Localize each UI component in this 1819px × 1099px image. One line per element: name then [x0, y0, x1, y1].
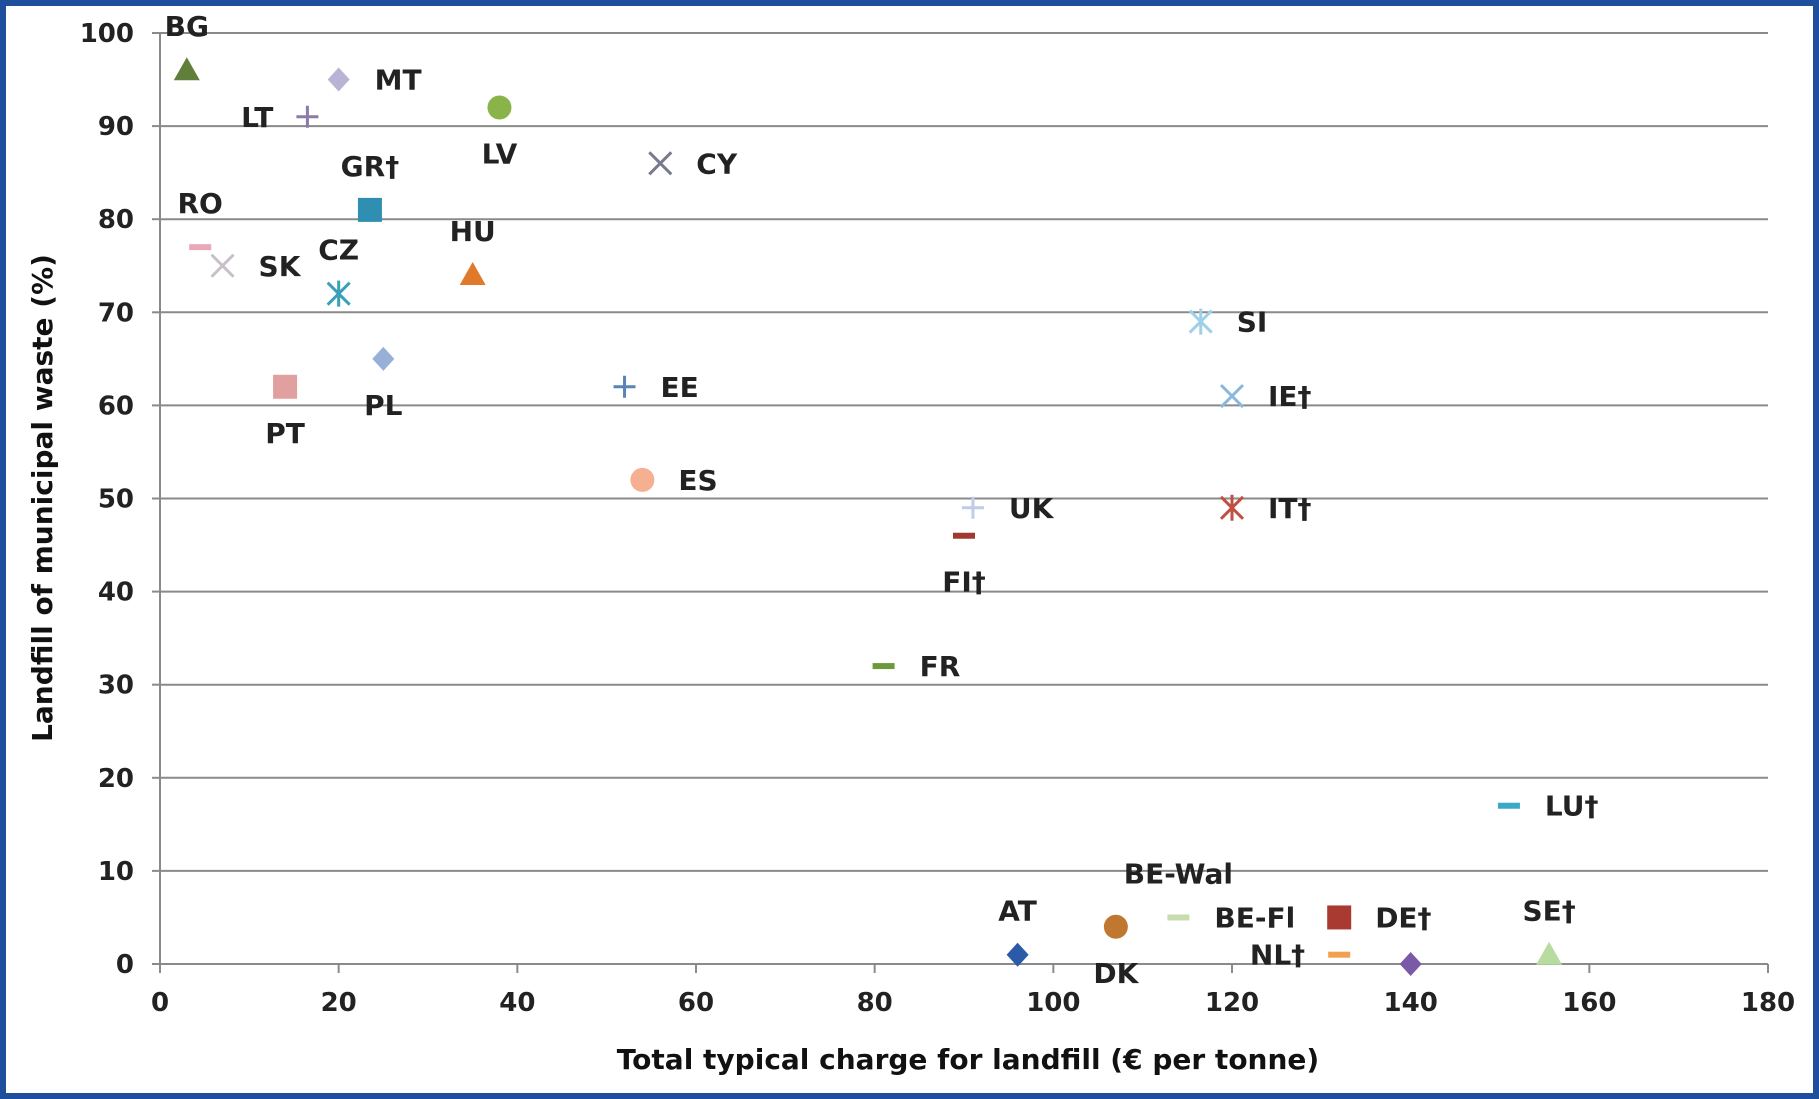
point-label-lv: LV [482, 137, 518, 170]
y-tick-label: 10 [98, 857, 134, 887]
point-label-lu: LU† [1545, 790, 1599, 823]
point-label-es: ES [678, 464, 717, 497]
data-point-bg [173, 57, 200, 81]
data-point-fi [953, 532, 975, 539]
data-point-lu [1497, 802, 1520, 809]
data-point-de [1327, 905, 1352, 930]
y-tick-label: 20 [98, 764, 134, 794]
y-tick-label: 40 [98, 578, 134, 608]
x-tick-label: 180 [1741, 988, 1795, 1018]
data-point-ee [613, 375, 636, 398]
x-tick-label: 140 [1384, 988, 1438, 1018]
point-label-uk: UK [1009, 492, 1055, 525]
data-point-si [1188, 308, 1213, 335]
data-point-be-wal [1167, 914, 1190, 921]
point-label-cz: CZ [318, 234, 359, 267]
data-point-ro [189, 244, 212, 251]
point-label-pl: PL [364, 389, 403, 422]
point-labels: BG MT LT LV CY GR† RO SK HU CZ SI PL PT EE IE† ES UK IT† F… [165, 10, 1599, 990]
data-point-uk [961, 496, 984, 519]
point-label-bg: BG [165, 10, 209, 43]
gridlines [160, 32, 1768, 872]
y-tick-label: 60 [98, 391, 134, 421]
chart-frame: 0 10 20 30 40 50 60 70 80 90 100 0 20 40 60 80 100 120 140… [6, 6, 1813, 1093]
y-tick-label: 0 [116, 950, 134, 980]
x-tick-label: 80 [857, 988, 893, 1018]
data-point-sk [210, 253, 235, 278]
y-axis-title: Landfill of municipal waste (%) [26, 254, 59, 742]
y-tick-label: 100 [80, 19, 134, 49]
point-label-fr: FR [920, 650, 961, 683]
y-tick-label: 80 [98, 205, 134, 235]
y-tick-label: 90 [98, 112, 134, 142]
point-label-se: SE† [1522, 895, 1575, 928]
tick-labels: 0 10 20 30 40 50 60 70 80 90 100 0 20 40 60 80 100 120 140… [80, 19, 1795, 1018]
point-label-ro: RO [178, 187, 223, 220]
point-label-hu: HU [450, 215, 496, 248]
data-point-lv [487, 95, 512, 120]
x-axis-title: Total typical charge for landfill (€ per… [617, 1043, 1319, 1076]
data-point-gr [357, 197, 382, 222]
point-label-sk: SK [259, 250, 302, 283]
data-point-at [1006, 942, 1029, 967]
point-label-si: SI [1237, 306, 1268, 339]
data-point-cz [326, 280, 351, 307]
y-tick-label: 30 [98, 671, 134, 701]
data-point-hu [459, 262, 486, 286]
y-tick-label: 50 [98, 485, 134, 515]
data-points [173, 57, 1563, 976]
x-tick-label: 100 [1026, 988, 1080, 1018]
point-label-fi: FI† [942, 566, 986, 599]
point-label-it: IT† [1268, 492, 1312, 525]
data-point-pt [273, 374, 298, 399]
x-tick-label: 120 [1205, 988, 1259, 1018]
data-point-pl [372, 346, 395, 371]
data-point-fr [872, 663, 895, 670]
data-point-lt [296, 105, 319, 128]
x-tick-label: 60 [678, 988, 714, 1018]
point-label-gr: GR† [341, 150, 400, 183]
point-label-be-fl: BE-Fl [1214, 901, 1295, 934]
scatter-chart: 0 10 20 30 40 50 60 70 80 90 100 0 20 40 60 80 100 120 140… [26, 10, 1795, 1076]
data-point-es [630, 467, 655, 492]
x-tick-label: 160 [1562, 988, 1616, 1018]
data-point-it [1219, 494, 1245, 521]
data-point-nl [1328, 951, 1351, 958]
point-label-lt: LT [241, 101, 273, 134]
data-point-dk [1103, 914, 1128, 939]
point-label-ee: EE [661, 371, 699, 404]
data-point-mt [327, 67, 350, 92]
axes [152, 32, 1769, 973]
point-label-dk: DK [1093, 957, 1139, 990]
x-tick-label: 0 [151, 988, 169, 1018]
data-point-point [1399, 952, 1422, 976]
point-label-ie: IE† [1268, 380, 1312, 413]
point-label-de: DE† [1375, 901, 1431, 934]
point-label-at: AT [998, 895, 1037, 928]
data-point-cy [648, 151, 673, 176]
point-label-nl: NL† [1250, 939, 1305, 972]
y-tick-label: 70 [98, 298, 134, 328]
data-point-se [1536, 941, 1563, 965]
data-point-ie [1219, 384, 1245, 409]
x-tick-label: 40 [499, 988, 535, 1018]
point-label-pt: PT [265, 417, 305, 450]
point-label-cy: CY [696, 147, 738, 180]
point-label-mt: MT [375, 64, 422, 97]
point-label-be-wal: BE-Wal [1124, 857, 1233, 890]
x-tick-label: 20 [321, 988, 357, 1018]
